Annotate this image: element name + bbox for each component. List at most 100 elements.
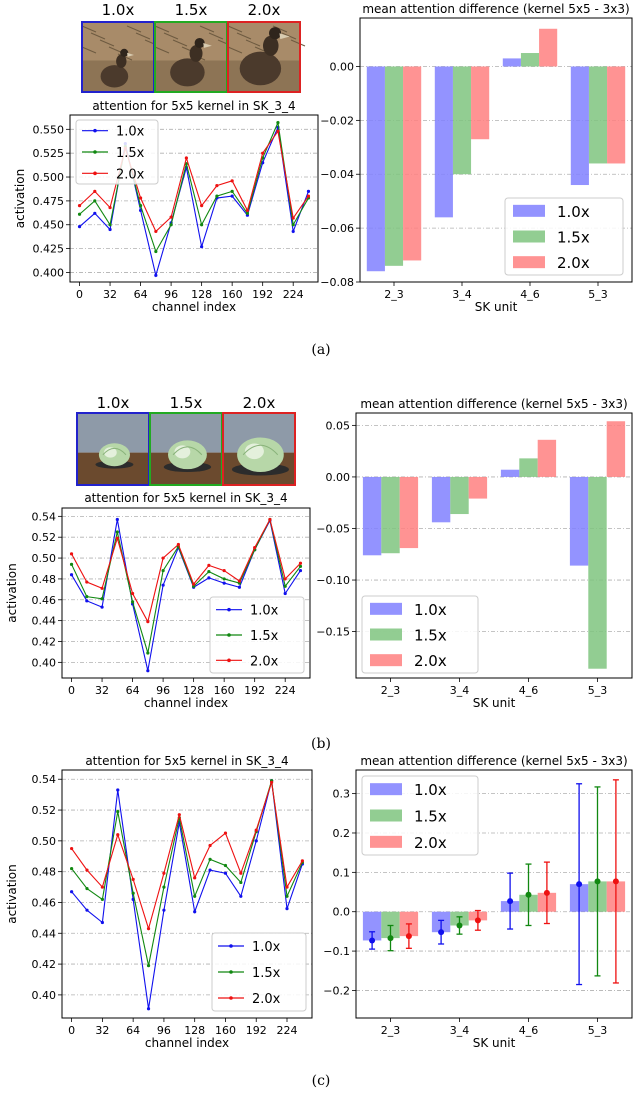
y-tick-label: 0.40 [32,656,57,669]
mean-marker [576,881,583,888]
photo-twig [135,32,151,40]
x-tick-label: 128 [191,288,212,301]
data-point [177,813,181,817]
data-point [245,211,250,215]
x-axis-label: channel index [145,1036,229,1050]
legend-swatch [370,628,402,641]
data-point [154,273,158,277]
legend-marker [229,944,233,948]
data-point [154,249,158,254]
x-tick-label: 96 [157,1024,171,1037]
bar [539,28,558,67]
y-tick-label: −0.1 [323,945,350,958]
data-point [239,880,243,885]
y-tick-label: 0.00 [326,471,351,484]
chart-title: attention for 5x5 kernel in SK_3_4 [92,99,295,113]
data-point [230,179,234,183]
data-point [85,599,89,603]
data-point [268,517,272,522]
plot-frame [61,769,313,1019]
mean-marker [438,929,445,936]
panel-1: 1.0x 1.5x 2.0x (b) [76,394,331,752]
y-tick-label: −0.15 [316,626,350,639]
thumbnail-label: 1.5x [170,394,203,412]
bar [362,476,382,556]
legend: 1.0x 1.5x 2.0x [361,775,479,856]
x-tick-label: 64 [126,1024,140,1037]
photo-twig [154,46,170,54]
y-tick-label: 0.44 [32,927,57,940]
series-line-2.0x [71,782,303,931]
mean-marker [543,889,550,896]
bar [384,66,404,266]
x-tick-label: 96 [164,288,178,301]
data-point [116,833,120,837]
data-point [208,868,212,872]
bar [450,476,469,515]
data-point [161,556,165,560]
bird-body [239,51,282,86]
x-tick-label: 2_3 [381,1024,401,1037]
legend-label: 1.5x [414,627,447,645]
legend: 1.0x 1.5x 2.0x [504,197,624,276]
photo-twig [126,25,142,33]
bar [502,58,521,67]
y-axis-label: activation [13,169,27,228]
y-tick-label: 0.40 [32,989,57,1002]
bar [520,53,540,67]
bar [431,476,451,523]
data-point [116,788,120,792]
bird-neck [116,54,127,68]
photo-twig [227,46,243,54]
bar-chart: −0.08 −0.06 −0.04 −0.02 0.00 2_3 3_4 4_6 5_3 mean… [320,2,633,314]
x-tick-label: 0 [68,1024,75,1037]
x-axis-label: SK unit [473,696,516,710]
data-point [100,885,104,889]
mean-marker [369,937,376,944]
cabbage-highlight [244,443,264,460]
legend-marker [93,128,97,133]
data-point [162,885,166,889]
bar [588,476,607,669]
bird-head [120,48,129,57]
thumbnail-1.0x [76,412,150,486]
y-tick-label: 0.52 [32,804,57,817]
data-point [69,573,74,577]
thumbnail-frame [222,412,296,486]
data-point [285,907,289,911]
mean-marker [405,933,412,940]
legend-label: 1.5x [116,146,145,161]
data-point [298,568,303,573]
panel-caption: (a) [311,342,330,358]
data-point [85,908,89,912]
bar [366,66,385,272]
data-point [169,223,173,227]
x-tick-label: 128 [183,684,204,697]
thumbnail-1.5x [149,412,223,486]
photo-twig [99,39,115,47]
data-point [298,564,303,569]
x-tick-label: 192 [244,684,265,697]
y-tick-label: 0.450 [33,219,65,232]
x-tick-label: 0 [68,684,75,697]
x-tick-label: 5_3 [588,288,608,301]
data-point [306,189,311,193]
bar [537,439,557,477]
legend-label: 1.0x [116,125,145,140]
photo-twig [281,32,297,40]
panel-caption: (b) [311,736,331,752]
legend-swatch [513,256,545,269]
legend-label: 1.5x [414,808,447,826]
plot-frame [355,412,633,679]
panel-caption: (c) [312,1073,331,1089]
data-point [291,216,295,220]
legend-box [361,775,479,856]
x-axis-label: SK unit [475,300,518,314]
data-point [100,597,104,601]
mean-marker [474,917,481,924]
photo-twig [81,46,97,54]
data-point [108,227,112,232]
x-tick-label: 32 [103,288,117,301]
x-tick-label: 4_6 [519,1024,539,1037]
x-tick-label: 192 [246,1024,267,1037]
